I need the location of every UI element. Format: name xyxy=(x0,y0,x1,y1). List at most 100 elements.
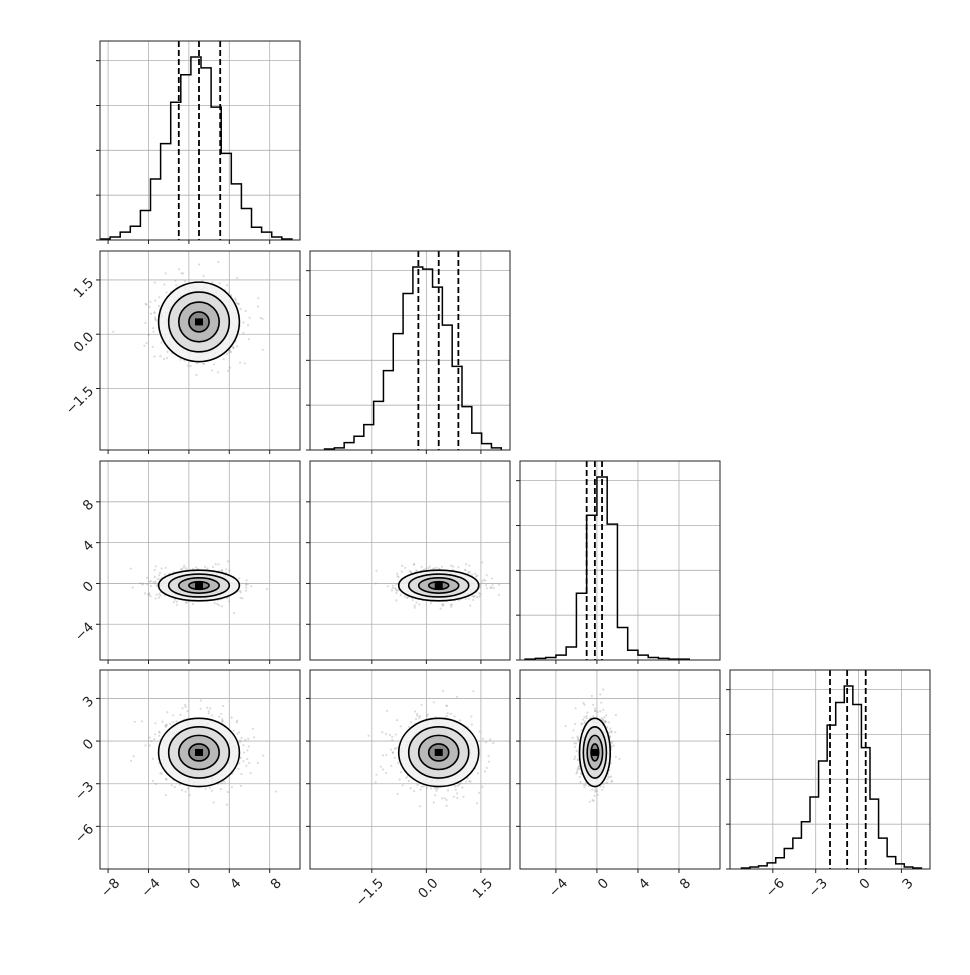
scatter-point xyxy=(186,710,189,713)
scatter-point xyxy=(427,567,430,570)
scatter-point xyxy=(475,802,479,805)
scatter-point xyxy=(409,787,412,790)
contour-line xyxy=(407,726,470,779)
scatter-point xyxy=(610,779,614,783)
scatter-point xyxy=(470,573,474,576)
scatter-point xyxy=(233,612,236,615)
scatter-point xyxy=(420,703,423,706)
scatter-point xyxy=(491,584,494,587)
scatter-point xyxy=(385,771,388,775)
scatter-point xyxy=(184,790,187,793)
scatter-point xyxy=(605,781,608,785)
scatter-point xyxy=(574,755,577,758)
scatter-point xyxy=(243,362,246,365)
scatter-point xyxy=(424,568,427,571)
scatter-point xyxy=(220,712,223,715)
joint-panel-1-3 xyxy=(96,460,301,664)
contour-line xyxy=(578,717,612,788)
scatter-point xyxy=(148,744,151,747)
scatter-point xyxy=(242,760,245,763)
scatter-point xyxy=(592,799,595,803)
scatter-point xyxy=(446,704,449,708)
scatter-point xyxy=(184,280,187,283)
scatter-point xyxy=(202,274,205,278)
scatter-point xyxy=(601,719,605,722)
scatter-point xyxy=(172,714,175,717)
density-peak xyxy=(434,582,443,590)
scatter-point xyxy=(156,577,159,580)
gridlines xyxy=(310,461,510,660)
scatter-point xyxy=(234,297,237,300)
scatter-point xyxy=(192,602,195,606)
scatter-point xyxy=(165,357,169,360)
scatter-point xyxy=(472,690,475,693)
contour-line xyxy=(586,734,604,771)
scatter-point xyxy=(390,764,393,768)
scatter-point xyxy=(239,307,242,311)
scatter-point xyxy=(596,793,599,797)
scatter-point xyxy=(439,607,442,610)
scatter-point xyxy=(192,567,195,571)
scatter-point xyxy=(180,272,183,275)
scatter-point xyxy=(203,565,206,569)
scatter-point xyxy=(211,565,215,569)
scatter-point xyxy=(414,717,418,721)
scatter-point xyxy=(144,744,147,747)
scatter-point xyxy=(172,721,175,724)
scatter-point xyxy=(594,788,597,791)
scatter-point xyxy=(237,303,240,306)
scatter-point xyxy=(153,575,156,579)
scatter-point xyxy=(445,798,448,802)
scatter-point xyxy=(247,745,250,748)
scatter-point xyxy=(379,765,382,768)
joint-content xyxy=(367,689,495,808)
scatter-point xyxy=(442,603,445,606)
scatter-point xyxy=(142,582,145,585)
contour-line xyxy=(417,577,460,594)
scatter-point xyxy=(575,742,578,745)
scatter-point xyxy=(158,731,161,734)
scatter-point xyxy=(456,784,460,787)
scatter-point xyxy=(165,724,168,727)
scatter-point xyxy=(574,707,577,710)
scatter-point xyxy=(454,785,457,788)
scatter-point xyxy=(162,357,165,361)
marginal-panel-4 xyxy=(726,669,931,873)
scatter-point xyxy=(221,720,224,723)
scatter-point xyxy=(391,584,395,587)
scatter-point xyxy=(242,321,245,324)
scatter-point xyxy=(416,713,419,716)
scatter-point xyxy=(388,733,392,737)
scatter-point xyxy=(161,720,164,723)
scatter-point xyxy=(248,316,251,319)
scatter-point xyxy=(220,605,224,608)
scatter-point xyxy=(456,797,459,800)
scatter-point xyxy=(487,754,490,757)
scatter-point xyxy=(426,787,429,790)
scatter-point xyxy=(246,583,249,586)
scatter-point xyxy=(238,731,241,734)
scatter-point xyxy=(580,722,584,725)
scatter-point xyxy=(147,333,150,337)
contour-line xyxy=(177,301,220,343)
scatter-point xyxy=(475,575,478,578)
y-tick-label-param-2: 0.0 xyxy=(71,329,98,356)
scatter-point xyxy=(481,561,484,564)
scatter-point xyxy=(610,780,613,783)
gridlines xyxy=(100,41,300,241)
scatter-point xyxy=(583,720,586,723)
scatter-point xyxy=(148,580,151,583)
scatter-point xyxy=(478,595,481,598)
scatter-point xyxy=(564,724,567,728)
scatter-point xyxy=(367,734,370,737)
scatter-point xyxy=(415,601,418,604)
scatter-point xyxy=(614,714,618,717)
scatter-point xyxy=(245,586,248,589)
scatter-point xyxy=(247,338,250,341)
scatter-point xyxy=(425,714,428,717)
scatter-point xyxy=(577,766,580,769)
scatter-point xyxy=(226,803,229,806)
scatter-point xyxy=(399,593,402,597)
scatter-point xyxy=(484,741,487,744)
contour-line xyxy=(188,743,210,762)
